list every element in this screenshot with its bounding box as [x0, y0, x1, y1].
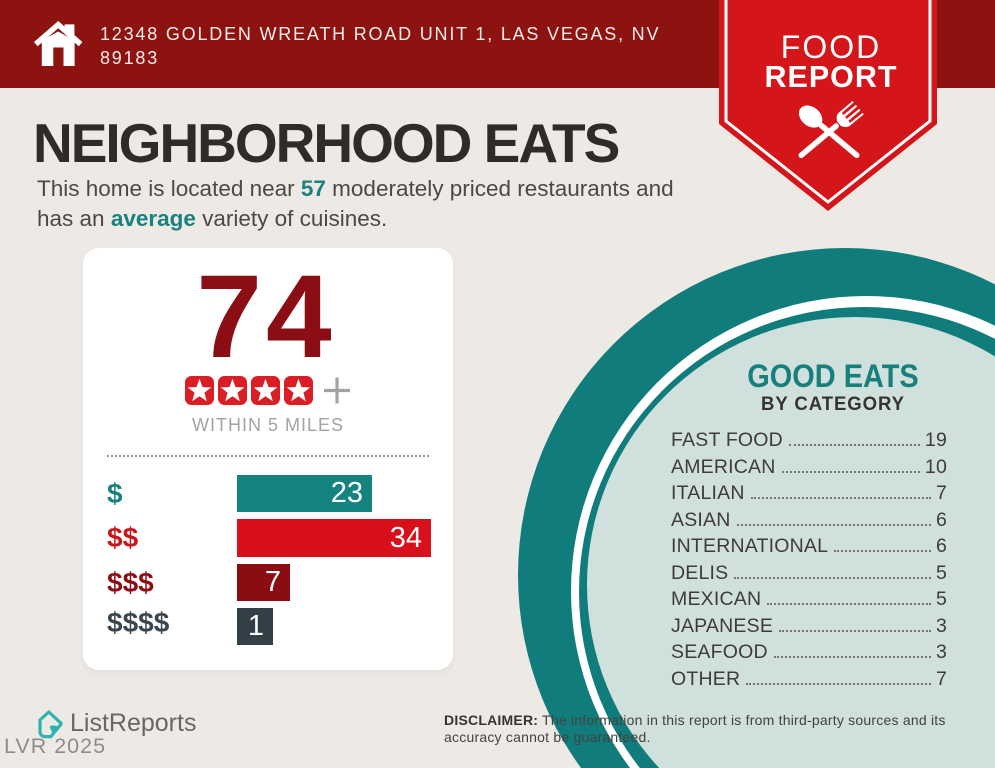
svg-text:FOOD: FOOD [781, 29, 881, 65]
svg-text:REPORT: REPORT [764, 60, 897, 94]
